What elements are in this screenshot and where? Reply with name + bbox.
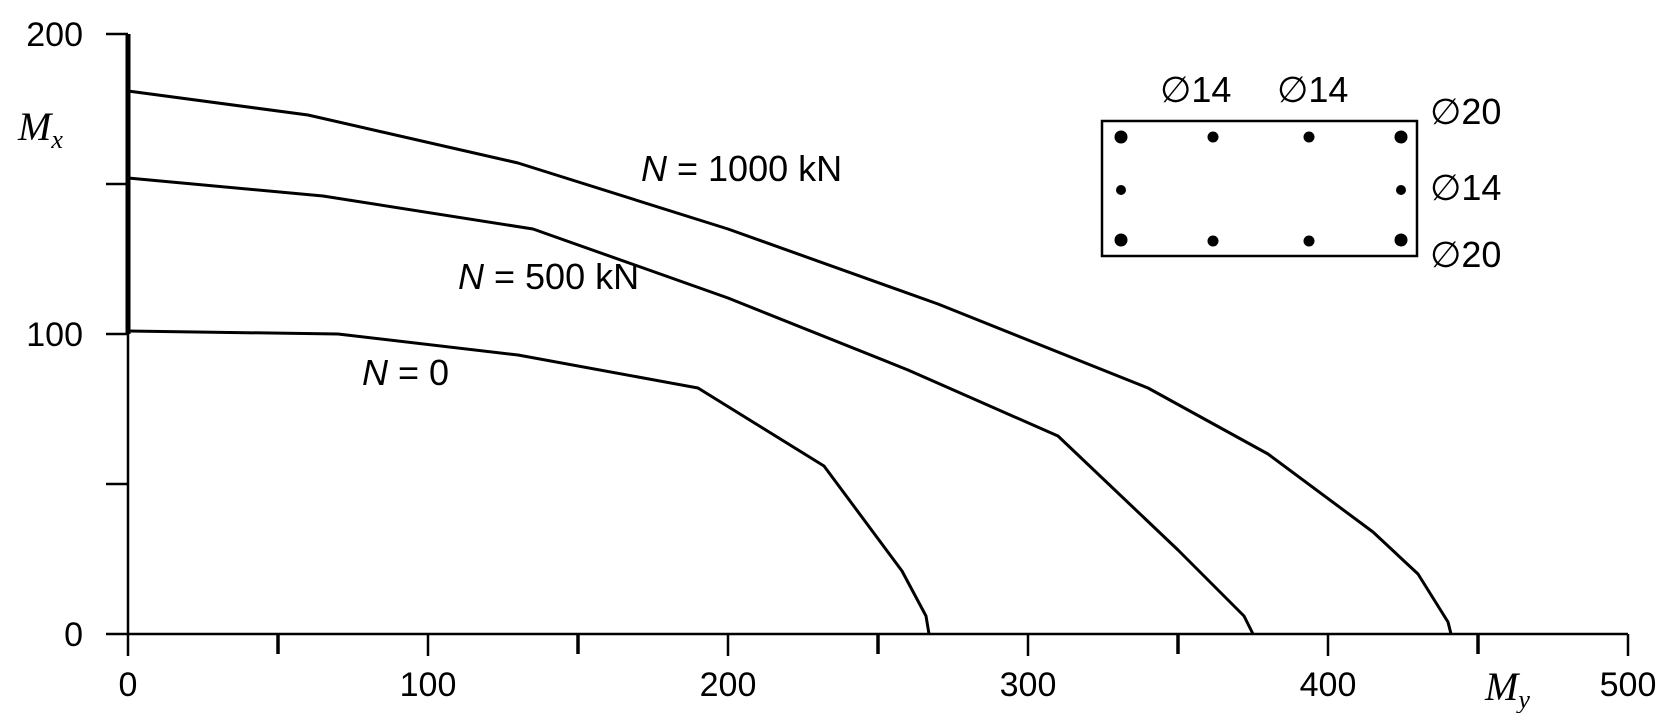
rebar-top-small xyxy=(1207,131,1219,143)
series-label-0: N = 0 xyxy=(362,352,449,393)
series-label-1: N = 500 kN xyxy=(458,256,639,297)
cross-section-inset: ∅14 ∅14 ∅20 ∅14 ∅20 xyxy=(1100,69,1501,275)
series-label-prefix: N xyxy=(641,148,668,189)
y-axis-title-sub: x xyxy=(50,125,63,154)
x-tick-label: 200 xyxy=(700,666,757,704)
rebar-bottom-small xyxy=(1207,235,1219,247)
series-line-0 xyxy=(127,329,931,635)
rebar-label-side-bottom: ∅20 xyxy=(1430,234,1501,275)
tick-labels: 0 100 200 300 400 500 0 100 200 xyxy=(26,16,1656,704)
rebar-corner-large xyxy=(1394,130,1408,144)
series-label-prefix: N xyxy=(362,352,389,393)
x-tick-label: 100 xyxy=(400,666,457,704)
x-tick-label: 500 xyxy=(1600,666,1657,704)
x-tick-label: 0 xyxy=(119,666,138,704)
y-axis-title: Mx xyxy=(17,104,63,154)
rebar-label-top-2: ∅14 xyxy=(1277,69,1348,110)
y-tick-label: 0 xyxy=(64,616,83,654)
x-tick-label: 300 xyxy=(1000,666,1057,704)
rebar-corner-large xyxy=(1114,130,1128,144)
x-axis-title: My xyxy=(1484,664,1530,713)
ticks xyxy=(106,32,1630,656)
y-tick-label: 200 xyxy=(26,16,83,54)
cross-section-outline xyxy=(1100,119,1419,258)
series-label-text: = 500 kN xyxy=(484,256,639,297)
curves xyxy=(127,89,1453,635)
rebar-bottom-small xyxy=(1303,235,1315,247)
rebar-side-small xyxy=(1396,185,1406,195)
rebar-label-side-top: ∅20 xyxy=(1430,91,1501,132)
rebar-side-small xyxy=(1116,185,1126,195)
series-line-1 xyxy=(127,176,1255,635)
x-axis-title-main: M xyxy=(1484,664,1521,709)
rebar-corner-large xyxy=(1394,233,1408,247)
series-label-prefix: N xyxy=(458,256,485,297)
y-axis-title-main: M xyxy=(17,104,54,149)
series-line-2 xyxy=(127,89,1453,635)
series-label-text: = 0 xyxy=(388,352,449,393)
rebar-corner-large xyxy=(1114,233,1128,247)
series-label-2: N = 1000 kN xyxy=(641,148,842,189)
rebar-top-small xyxy=(1303,131,1315,143)
rebar-label-top-1: ∅14 xyxy=(1160,69,1231,110)
y-tick-label: 100 xyxy=(26,316,83,354)
curve-labels: N = 0N = 500 kNN = 1000 kN xyxy=(362,148,842,393)
rebar-label-side-mid: ∅14 xyxy=(1430,167,1501,208)
x-tick-label: 400 xyxy=(1300,666,1357,704)
x-axis-title-sub: y xyxy=(1515,685,1530,713)
series-label-text: = 1000 kN xyxy=(667,148,842,189)
